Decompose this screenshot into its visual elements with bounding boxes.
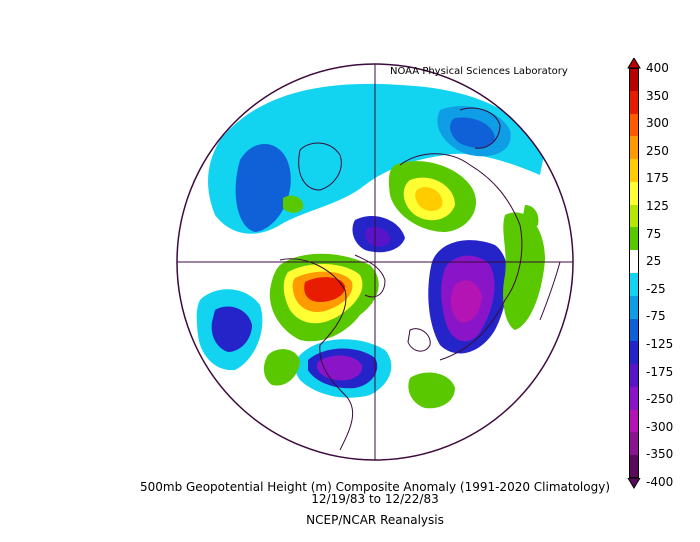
anomaly-region-alaska-red	[304, 277, 346, 302]
legend-tick-label: 300	[646, 116, 669, 131]
legend-tick-label: 125	[646, 199, 669, 213]
legend-swatch	[629, 455, 639, 479]
legend-swatch	[629, 318, 639, 342]
caption-dates: 12/19/83 to 12/22/83	[311, 492, 439, 506]
legend-tick-label: 400	[646, 61, 669, 75]
legend-tick-label: -350	[646, 447, 674, 462]
legend-tick-label: 25	[646, 254, 662, 269]
anomaly-region-alaska-arm	[263, 349, 300, 386]
legend-tick-label: 350	[646, 88, 669, 103]
legend-tick-label: -300	[646, 419, 674, 434]
legend-swatch	[629, 364, 639, 388]
anomaly-region-east-green	[523, 205, 539, 227]
legend-bottom-arrow	[627, 478, 641, 489]
legend-tick-label: 175	[646, 171, 669, 186]
legend-swatch	[629, 204, 639, 228]
legend-tick-label: -175	[646, 364, 674, 379]
anomaly-field	[196, 83, 545, 409]
legend-swatch	[629, 295, 639, 320]
credit-text: NOAA Physical Sciences Laboratory	[390, 66, 568, 77]
legend-swatch	[629, 159, 639, 183]
color-legend: 400 350 300 250 175 125 75 25 -25 -75 -125 -175 -250…	[622, 58, 700, 489]
anomaly-region-pacific-blue	[211, 306, 252, 352]
legend-tick-label: -25	[646, 281, 666, 296]
coastline-atlantic-islands	[407, 328, 431, 352]
legend-swatch	[629, 181, 639, 206]
legend-tick-label: 75	[646, 226, 662, 241]
caption-title: 500mb Geopotential Height (m) Composite …	[139, 480, 610, 494]
coastline-greenland	[354, 254, 386, 298]
coastline-eurasia	[399, 153, 523, 361]
legend-swatch	[629, 227, 639, 251]
anomaly-region-arctic-purple	[365, 226, 391, 247]
legend-swatch	[629, 386, 639, 411]
anomaly-region-europe-green	[503, 212, 545, 330]
anomaly-region-siberia-core	[415, 187, 443, 212]
caption-source: NCEP/NCAR Reanalysis	[306, 513, 444, 527]
legend-swatch	[629, 136, 639, 160]
legend-swatch	[629, 113, 639, 137]
legend-swatch	[629, 341, 639, 365]
legend-swatch	[629, 273, 639, 297]
legend-tick-label: -400	[646, 475, 674, 489]
coastline-north-africa	[539, 261, 561, 321]
anomaly-region-northeast-core	[450, 117, 495, 148]
legend-tick-label: -75	[646, 309, 666, 324]
legend-swatch	[629, 68, 639, 92]
legend-swatch	[629, 90, 639, 115]
legend-tick-label: -125	[646, 337, 674, 351]
legend-swatch	[629, 432, 639, 456]
anomaly-region-eurasia-magenta	[450, 280, 482, 323]
anomaly-region-northwest-green	[283, 195, 304, 213]
legend-tick-label: -250	[646, 392, 674, 407]
legend-swatch	[629, 250, 639, 274]
anomaly-region-atlantic-green	[408, 372, 455, 409]
coastline-arctic-islands	[298, 142, 342, 191]
coastline-north-america	[279, 258, 354, 451]
anomaly-region-north-blue	[235, 143, 291, 232]
legend-swatch	[629, 409, 639, 433]
anomaly-region-na-purple	[316, 355, 363, 381]
coastline-europe	[459, 107, 501, 149]
legend-tick-label: 250	[646, 143, 669, 158]
coastlines	[279, 107, 561, 451]
